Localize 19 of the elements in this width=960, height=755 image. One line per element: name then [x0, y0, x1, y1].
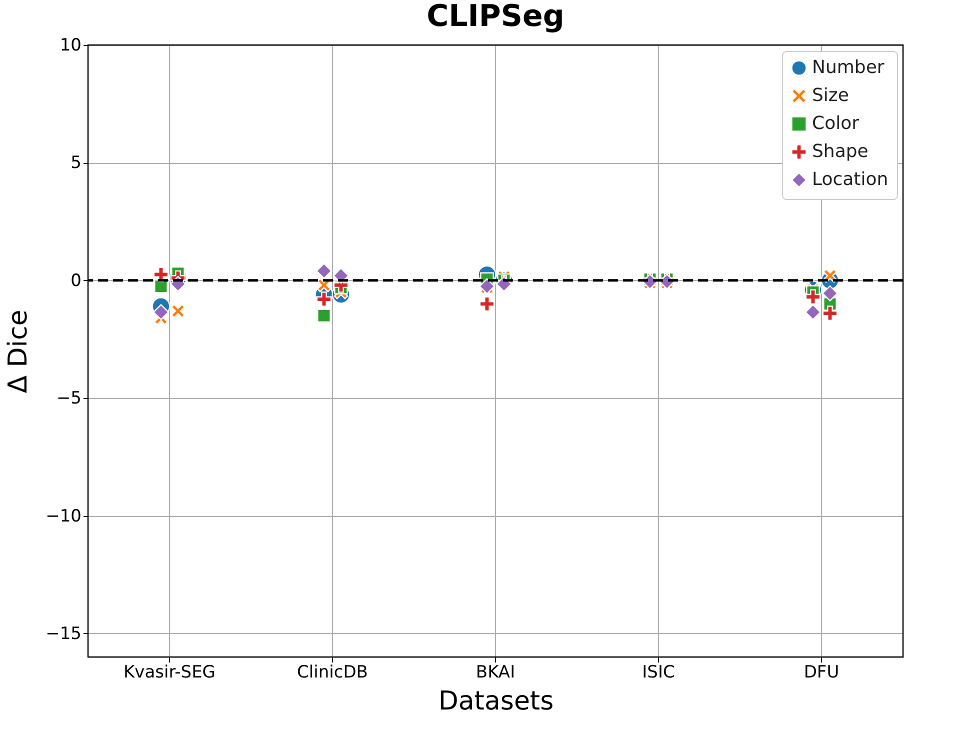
- y-tick-label: −10: [46, 506, 82, 526]
- y-tick-label: −5: [56, 388, 82, 409]
- y-axis-title: Δ Dice: [4, 310, 34, 394]
- legend-label: Location: [812, 169, 888, 190]
- y-tick-label: 0: [70, 270, 82, 291]
- y-tick-label: 10: [60, 36, 82, 56]
- x-tick-label: DFU: [804, 662, 840, 682]
- x-axis-title: Datasets: [438, 686, 554, 716]
- x-tick-label: ClinicDB: [297, 662, 368, 682]
- x-tick-label: BKAI: [476, 662, 516, 682]
- legend-label: Shape: [812, 141, 868, 162]
- chart-title: CLIPSeg: [426, 0, 564, 34]
- y-tick-label: 5: [70, 153, 82, 174]
- legend-label: Color: [812, 113, 860, 134]
- legend-label: Size: [812, 85, 849, 106]
- x-tick-label: ISIC: [642, 662, 675, 682]
- legend-label: Number: [812, 57, 885, 78]
- y-tick-label: −15: [46, 624, 82, 644]
- x-tick-label: Kvasir-SEG: [124, 662, 216, 682]
